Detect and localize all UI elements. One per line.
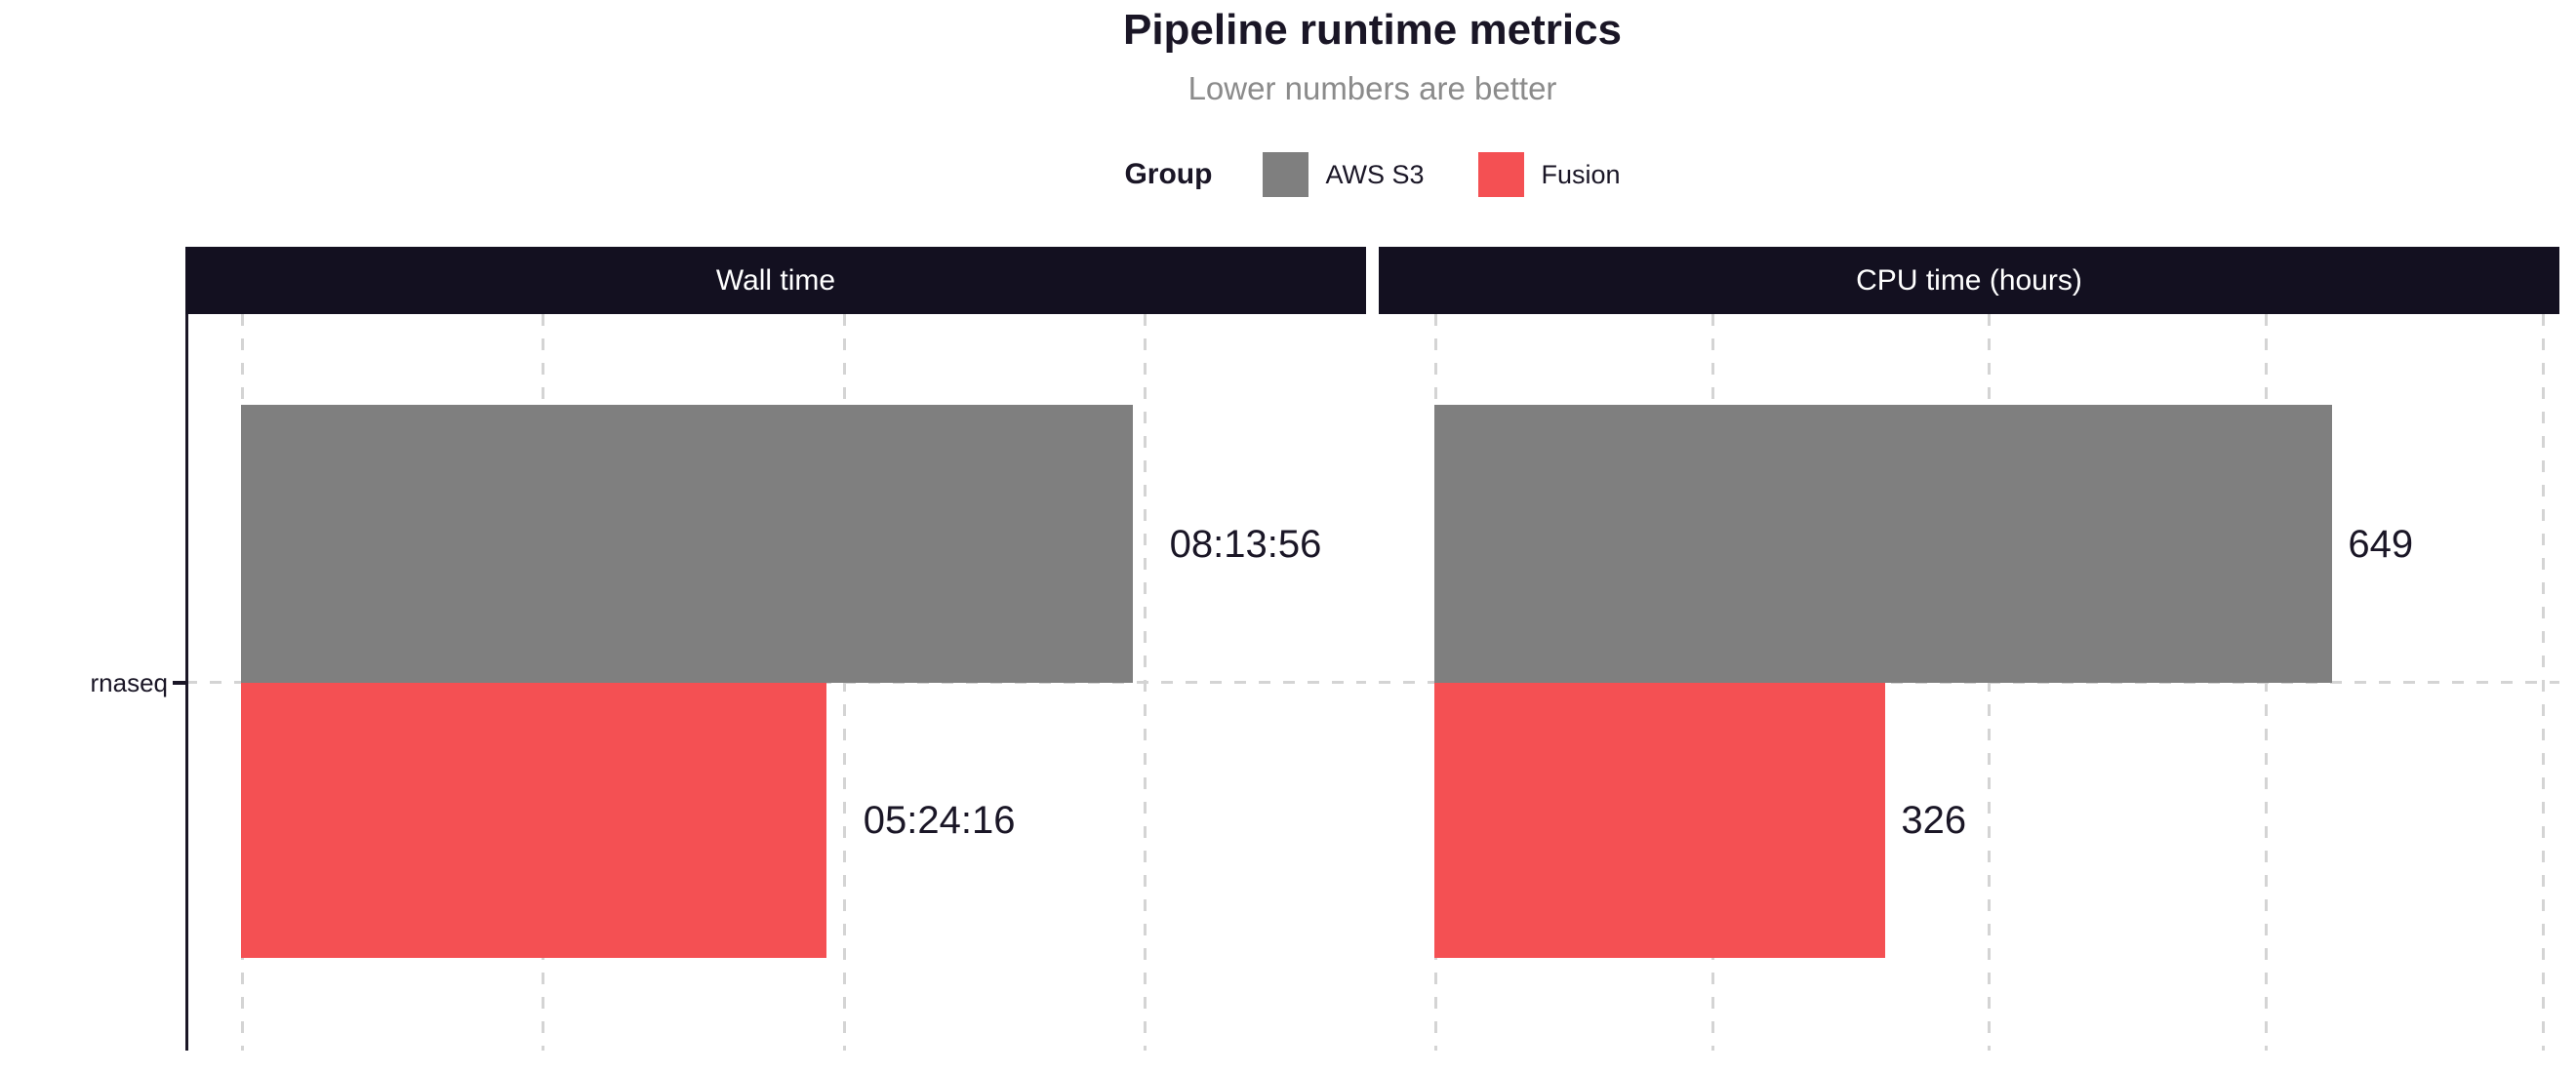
bar-value-label-aws-s3: 649 (2348, 522, 2414, 566)
y-axis-line (185, 314, 188, 1051)
vertical-gridline (1143, 314, 1147, 1051)
legend-swatch-aws-s3 (1263, 152, 1309, 197)
bar-value-label-fusion: 05:24:16 (863, 799, 1016, 842)
facet-panel-wall-time: Wall time 08:13:56 05:24:16 (185, 247, 1366, 1051)
y-axis-category-label: rnaseq (90, 668, 169, 697)
vertical-gridline (2541, 314, 2545, 1051)
facet-header-cpu-time: CPU time (hours) (1379, 247, 2559, 314)
y-axis-tick (173, 681, 186, 685)
facet-body-wall-time: 08:13:56 05:24:16 (185, 314, 1366, 1051)
facet-header-wall-time: Wall time (185, 247, 1366, 314)
legend-item-aws-s3: AWS S3 (1263, 152, 1424, 197)
facet-panel-cpu-time: CPU time (hours) 649 326 (1379, 247, 2559, 1051)
facet-body-cpu-time: 649 326 (1379, 314, 2559, 1051)
legend-swatch-fusion (1478, 152, 1525, 197)
legend-label-aws-s3: AWS S3 (1325, 159, 1425, 189)
legend-label-fusion: Fusion (1541, 159, 1621, 189)
bar-value-label-fusion: 326 (1901, 799, 1967, 842)
legend-item-fusion: Fusion (1478, 152, 1621, 197)
bar-value-label-aws-s3: 08:13:56 (1169, 522, 1322, 566)
chart-title: Pipeline runtime metrics (1122, 6, 1623, 54)
bar-fusion (1434, 683, 1886, 958)
legend-title: Group (1124, 158, 1213, 190)
bar-fusion (241, 683, 826, 958)
bar-aws-s3 (241, 405, 1133, 683)
bar-aws-s3 (1434, 405, 2333, 683)
legend: Group AWS S3 Fusion (185, 146, 2559, 203)
chart-subtitle: Lower numbers are better (1187, 70, 1557, 106)
